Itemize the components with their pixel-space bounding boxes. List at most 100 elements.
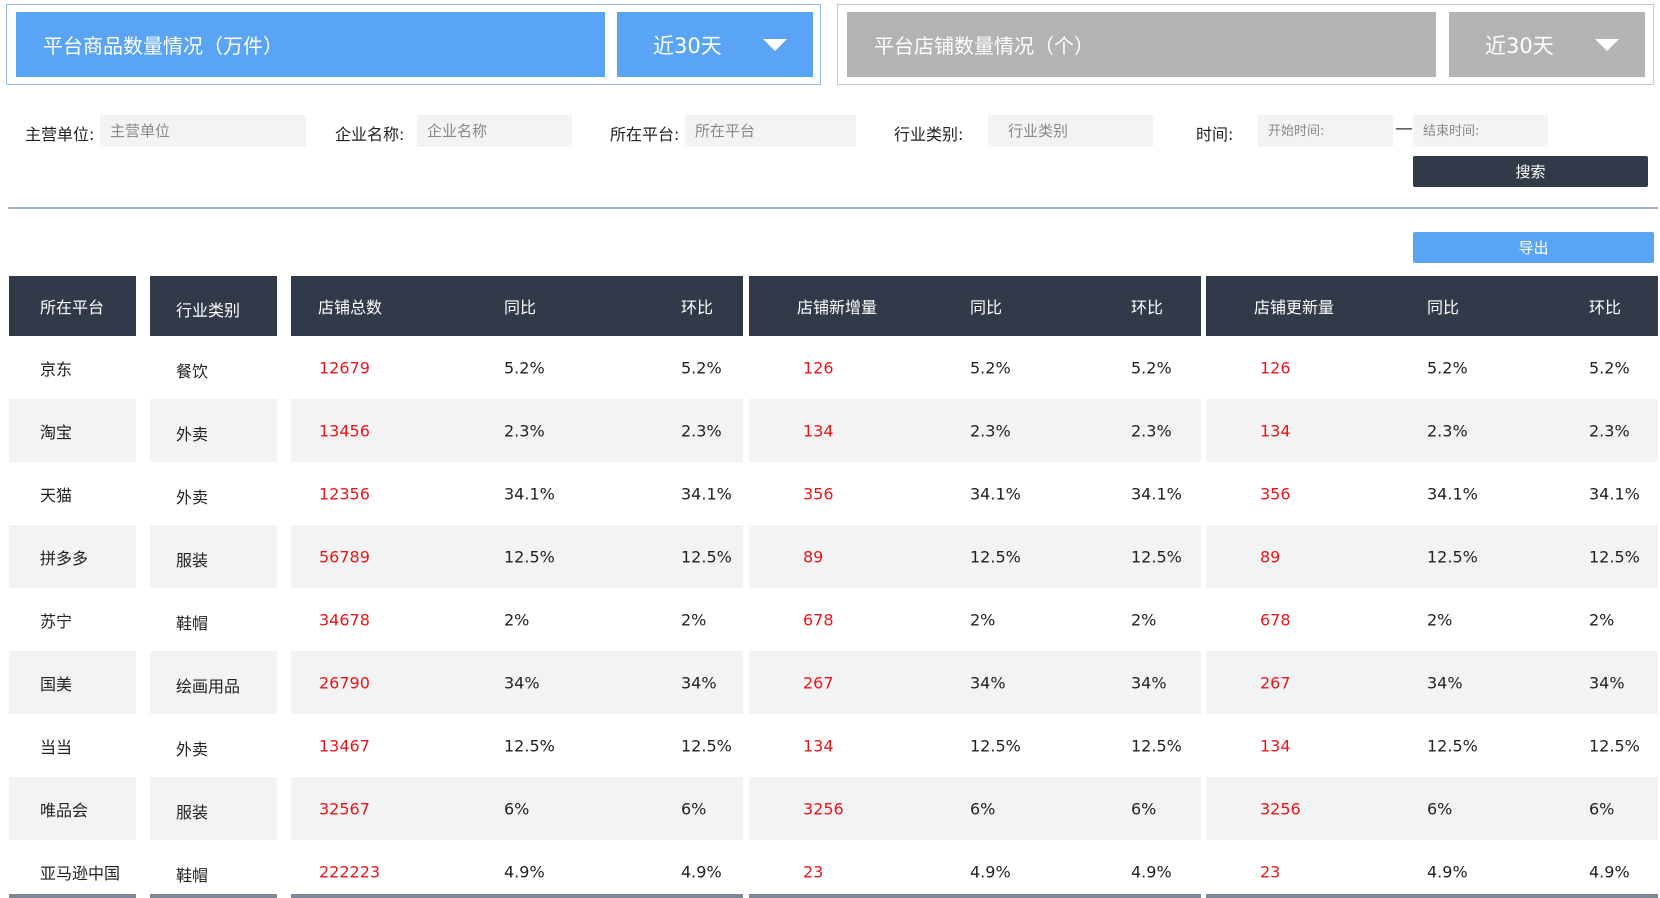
table-row: 267 34% 34% [749, 651, 1201, 714]
table-row: 天猫 [9, 462, 136, 525]
cell-platform: 天猫 [40, 485, 73, 505]
end-time-input[interactable] [1413, 115, 1548, 147]
header-total: 店铺总数 同比 环比 [291, 276, 743, 336]
cell-updated-yoy: 6% [1427, 799, 1453, 818]
cell-new-mom: 12.5% [1131, 547, 1182, 566]
cell-new-mom: 5.2% [1131, 358, 1172, 377]
industry-column: 行业类别 餐饮 外卖 外卖 服装 鞋帽 绘画用品 外卖 服装 鞋帽 [150, 276, 277, 898]
cell-updated: 3256 [1260, 799, 1301, 818]
cell-total: 56789 [319, 547, 370, 566]
range-separator: — [1395, 118, 1413, 139]
cell-new: 3256 [803, 799, 844, 818]
table-row: 678 2% 2% [1206, 588, 1658, 651]
cell-total-mom: 5.2% [681, 358, 722, 377]
caret-down-icon [763, 39, 787, 51]
table-row: 唯品会 [9, 777, 136, 840]
header-updated-label: 店铺更新量 [1254, 298, 1335, 317]
cell-platform: 京东 [40, 359, 73, 379]
platform-column: 所在平台 京东 淘宝 天猫 拼多多 苏宁 国美 当当 唯品会 亚马逊中国 [9, 276, 136, 898]
cell-updated: 678 [1260, 610, 1291, 629]
cell-total-yoy: 34% [504, 673, 540, 692]
cell-new-mom: 34% [1131, 673, 1167, 692]
industry-input[interactable] [988, 115, 1153, 147]
cell-total-yoy: 2% [504, 610, 530, 629]
table-row: 12679 5.2% 5.2% [291, 336, 743, 399]
table-row: 苏宁 [9, 588, 136, 651]
cell-total-yoy: 5.2% [504, 358, 545, 377]
cell-updated: 134 [1260, 421, 1291, 440]
table-row: 13456 2.3% 2.3% [291, 399, 743, 462]
unit-label: 主营单位: [25, 125, 95, 144]
table-row: 拼多多 [9, 525, 136, 588]
cell-industry: 外卖 [176, 424, 209, 444]
caret-down-icon [1595, 39, 1619, 51]
table-row: 126 5.2% 5.2% [749, 336, 1201, 399]
cell-new: 356 [803, 484, 834, 503]
cell-platform: 当当 [40, 737, 73, 757]
table-row: 26790 34% 34% [291, 651, 743, 714]
table-row: 56789 12.5% 12.5% [291, 525, 743, 588]
header-updated-yoy: 同比 [1427, 298, 1460, 317]
header-new-yoy: 同比 [970, 298, 1003, 317]
tab-shop-count-title[interactable]: 平台店铺数量情况（个） [847, 12, 1436, 77]
table-row: 3256 6% 6% [749, 777, 1201, 840]
column-scroll-edge [9, 894, 136, 898]
platform-input[interactable] [685, 115, 856, 147]
company-input[interactable] [417, 115, 572, 147]
cell-total: 222223 [319, 862, 381, 881]
tab-shop-count[interactable]: 平台店铺数量情况（个） 近30天 [837, 4, 1654, 85]
cell-updated-mom: 34% [1589, 673, 1625, 692]
cell-industry: 鞋帽 [176, 613, 209, 633]
table-row: 13467 12.5% 12.5% [291, 714, 743, 777]
start-time-input[interactable] [1258, 115, 1393, 147]
cell-new-mom: 12.5% [1131, 736, 1182, 755]
cell-updated-yoy: 12.5% [1427, 736, 1478, 755]
cell-new-yoy: 34% [970, 673, 1006, 692]
export-button[interactable]: 导出 [1413, 232, 1654, 263]
header-new-mom: 环比 [1131, 298, 1164, 317]
header-updated: 店铺更新量 同比 环比 [1206, 276, 1658, 336]
cell-total: 32567 [319, 799, 370, 818]
cell-new-mom: 2.3% [1131, 421, 1172, 440]
header-platform: 所在平台 [9, 276, 136, 336]
cell-total: 12356 [319, 484, 370, 503]
cell-new-yoy: 6% [970, 799, 996, 818]
cell-updated-yoy: 2.3% [1427, 421, 1468, 440]
cell-total: 34678 [319, 610, 370, 629]
table-row: 89 12.5% 12.5% [749, 525, 1201, 588]
cell-updated-mom: 12.5% [1589, 736, 1640, 755]
cell-updated-mom: 2.3% [1589, 421, 1630, 440]
cell-new-yoy: 12.5% [970, 547, 1021, 566]
search-button[interactable]: 搜索 [1413, 156, 1648, 187]
tab-goods-count-title[interactable]: 平台商品数量情况（万件） [16, 12, 605, 77]
cell-total-yoy: 2.3% [504, 421, 545, 440]
cell-new-mom: 34.1% [1131, 484, 1182, 503]
header-industry: 行业类别 [150, 276, 277, 336]
cell-new-yoy: 5.2% [970, 358, 1011, 377]
cell-total-mom: 2% [681, 610, 707, 629]
table-row: 3256 6% 6% [1206, 777, 1658, 840]
table-row: 89 12.5% 12.5% [1206, 525, 1658, 588]
header-new-label: 店铺新增量 [797, 298, 878, 317]
filter-divider [8, 207, 1658, 209]
cell-industry: 鞋帽 [176, 865, 209, 885]
goods-range-dropdown[interactable]: 近30天 [617, 12, 813, 77]
table-row: 23 4.9% 4.9% [749, 840, 1201, 898]
column-scroll-edge [749, 894, 1201, 898]
cell-total-yoy: 12.5% [504, 547, 555, 566]
cell-total: 13467 [319, 736, 370, 755]
table-row: 356 34.1% 34.1% [1206, 462, 1658, 525]
cell-total-mom: 12.5% [681, 547, 732, 566]
cell-total-mom: 4.9% [681, 862, 722, 881]
table-row: 678 2% 2% [749, 588, 1201, 651]
cell-industry: 外卖 [176, 739, 209, 759]
cell-new-yoy: 2.3% [970, 421, 1011, 440]
cell-platform: 亚马逊中国 [40, 863, 121, 883]
tab-goods-count[interactable]: 平台商品数量情况（万件） 近30天 [6, 4, 821, 85]
unit-input[interactable] [100, 115, 306, 147]
shop-range-dropdown[interactable]: 近30天 [1449, 12, 1645, 77]
cell-new: 267 [803, 673, 834, 692]
table-row: 外卖 [150, 462, 277, 525]
cell-new-mom: 2% [1131, 610, 1157, 629]
cell-total-mom: 2.3% [681, 421, 722, 440]
